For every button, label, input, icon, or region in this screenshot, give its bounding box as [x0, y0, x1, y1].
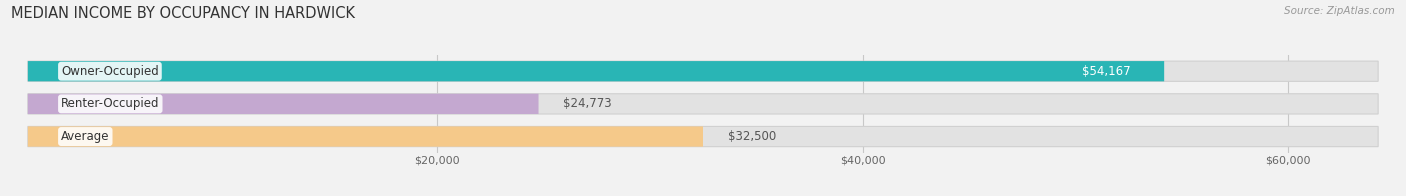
Text: Average: Average [60, 130, 110, 143]
Text: $54,167: $54,167 [1083, 65, 1130, 78]
Text: MEDIAN INCOME BY OCCUPANCY IN HARDWICK: MEDIAN INCOME BY OCCUPANCY IN HARDWICK [11, 6, 356, 21]
FancyBboxPatch shape [28, 61, 1378, 81]
Text: Owner-Occupied: Owner-Occupied [60, 65, 159, 78]
Text: $32,500: $32,500 [728, 130, 776, 143]
Text: $24,773: $24,773 [564, 97, 612, 110]
FancyBboxPatch shape [28, 94, 538, 114]
FancyBboxPatch shape [28, 61, 1164, 81]
FancyBboxPatch shape [28, 126, 703, 147]
FancyBboxPatch shape [28, 94, 1378, 114]
FancyBboxPatch shape [28, 126, 1378, 147]
Text: Renter-Occupied: Renter-Occupied [60, 97, 159, 110]
Text: Source: ZipAtlas.com: Source: ZipAtlas.com [1284, 6, 1395, 16]
